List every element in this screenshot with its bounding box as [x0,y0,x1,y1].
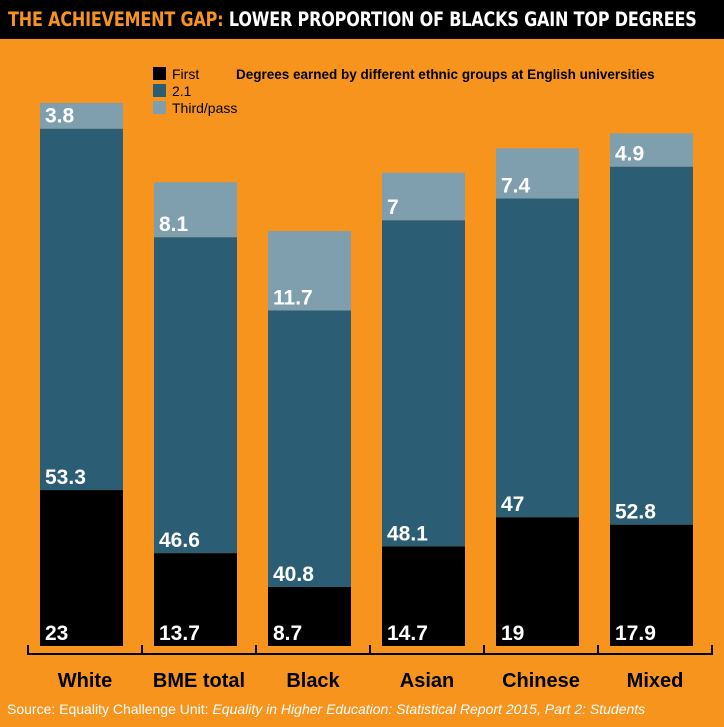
source-title: Equality in Higher Education: Statistica… [212,701,646,717]
data-label-white-third-pass: 3.8 [45,105,75,128]
data-label-black-2-1: 40.8 [273,563,314,586]
bar-mixed-third-pass [610,133,693,167]
bar-mixed-2-1 [610,166,693,525]
data-label-chinese-2-1: 47 [501,493,524,516]
x-tick-label-asian: Asian [400,670,454,692]
data-label-white-2-1: 53.3 [45,466,86,489]
bar-white-first [40,490,123,646]
data-label-mixed-third-pass: 4.9 [615,143,644,166]
page-title: THE ACHIEVEMENT GAP: LOWER PROPORTION OF… [8,7,697,33]
bar-bme-total-first [154,553,237,646]
chart-title: Degrees earned by different ethnic group… [236,67,655,82]
title-highlight: THE ACHIEVEMENT GAP: [8,8,224,31]
legend-swatch-2-1 [153,84,166,97]
data-label-bme-total-third-pass: 8.1 [159,213,189,236]
bar-black-third-pass [268,231,351,311]
data-label-asian-2-1: 48.1 [387,522,428,545]
data-label-asian-first: 14.7 [387,622,428,645]
legend-label-third-pass: Third/pass [172,100,237,116]
stacked-bar-chart: 23 53.3 3.8 13.7 46.6 8.1 8.7 40.8 11.7 14.7 48.1 7… [27,66,713,692]
bar-chinese-third-pass [496,148,579,199]
data-label-chinese-third-pass: 7.4 [501,175,531,198]
x-tick-label-bme-total: BME total [153,670,245,692]
data-label-black-third-pass: 11.7 [273,286,313,309]
bar-black-2-1 [268,310,351,588]
bar-chinese-first [496,517,579,646]
source-note: Source: Equality Challenge Unit: Equalit… [7,701,645,717]
data-label-white-first: 23 [45,622,68,645]
legend-swatch-third-pass [153,101,166,114]
bar-white-third-pass [40,102,123,129]
data-label-chinese-first: 19 [501,622,524,645]
x-tick-label-black: Black [286,670,340,692]
source-prefix: Source: Equality Challenge Unit: [7,701,213,717]
legend-swatch-first [153,67,166,80]
legend-label-first: First [172,66,199,82]
legend-label-2-1: 2.1 [172,83,192,99]
title-rest: LOWER PROPORTION OF BLACKS GAIN TOP DEGR… [223,8,697,31]
data-label-asian-third-pass: 7 [387,196,399,219]
data-label-mixed-2-1: 52.8 [615,501,656,524]
bar-asian-2-1 [382,220,465,547]
bar-white-2-1 [40,128,123,491]
data-label-bme-total-first: 13.7 [159,622,200,645]
data-label-black-first: 8.7 [273,622,302,645]
bar-asian-third-pass [382,172,465,221]
bar-black-first [268,587,351,646]
bar-chinese-2-1 [496,198,579,518]
bar-asian-first [382,546,465,646]
bars-group: 23 53.3 3.8 13.7 46.6 8.1 8.7 40.8 11.7 14.7 48.1 7… [40,102,693,646]
bar-bme-total-2-1 [154,237,237,554]
data-label-mixed-first: 17.9 [615,622,656,645]
bar-bme-total-third-pass [154,182,237,238]
bar-mixed-first [610,524,693,646]
x-tick-label-chinese: Chinese [502,670,580,692]
x-tick-label-white: White [58,670,112,692]
x-tick-label-mixed: Mixed [627,670,684,692]
x-axis: White BME total Black Asian Chinese Mixed [27,645,713,692]
data-label-bme-total-2-1: 46.6 [159,529,200,552]
title-bar: THE ACHIEVEMENT GAP: LOWER PROPORTION OF… [0,0,724,39]
